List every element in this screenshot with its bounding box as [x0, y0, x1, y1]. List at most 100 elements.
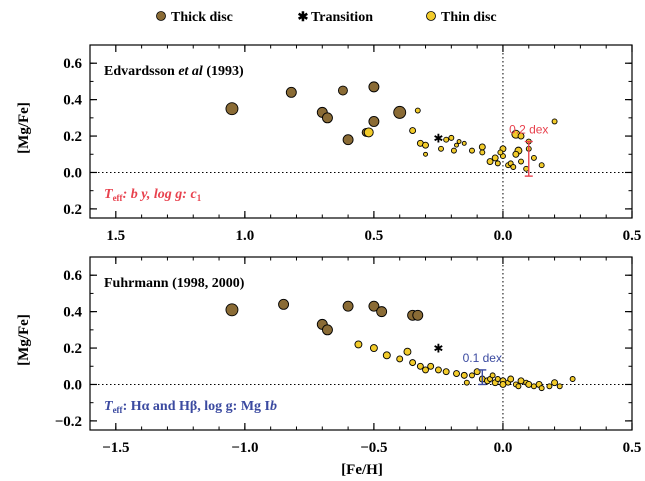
x-tick-label: 0.5: [623, 440, 642, 456]
data-point-thin: [510, 164, 517, 170]
data-point-thick: [342, 134, 354, 146]
x-tick-label: −0.5: [360, 440, 387, 456]
method-teff-sub: eff: [113, 405, 124, 415]
panel-title-pre: Edvardsson: [104, 64, 178, 79]
method-rest: : Hα and Hβ, log g: Mg I: [123, 399, 270, 414]
y-tick-label: 0.4: [63, 305, 82, 321]
panel-title-fuhrmann: Fuhrmann (1998, 2000): [104, 276, 245, 291]
legend-marker-transition: ✱: [298, 9, 309, 24]
x-tick-label: −1.5: [102, 440, 129, 456]
data-point-thin: [416, 362, 424, 370]
data-point-thin: [538, 162, 545, 169]
data-point-thin: [453, 370, 460, 377]
data-point-transition: ✱: [433, 131, 443, 145]
data-point-thin: [517, 377, 525, 385]
y-tick-label: 0.6: [63, 56, 82, 72]
data-point-thin: [507, 375, 515, 383]
data-point-thin: [443, 136, 450, 143]
y-tick-label: 0.2: [63, 341, 82, 357]
data-point-thin: [494, 160, 501, 167]
data-point-thin: [448, 134, 455, 141]
data-point-thin: [551, 118, 558, 125]
data-point-thin: [456, 139, 462, 144]
data-point-thin: [556, 383, 563, 390]
legend: Thick disc ✱ Transition Thin disc: [156, 9, 497, 25]
data-point-thick: [376, 306, 388, 318]
data-point-thin: [517, 132, 525, 140]
y-tick-label: 0.0: [63, 165, 82, 181]
data-point-thick: [321, 112, 333, 124]
data-point-thick: [368, 300, 380, 312]
data-point-thin: [422, 366, 429, 374]
data-point-thin: [454, 142, 459, 148]
data-point-thick: [337, 85, 348, 96]
y-tick-label: 0.2: [63, 129, 82, 145]
xlabel-bottom: [Fe/H]: [341, 462, 383, 478]
data-point-thin: [414, 107, 421, 114]
data-point-thin: [497, 149, 504, 156]
panel-title-post: (1993): [203, 64, 244, 79]
plot-frame: [89, 256, 633, 431]
dex-label: 0.1 dex: [463, 351, 502, 365]
data-point-thin: [382, 351, 391, 360]
panel-edvardsson: Edvardsson et al (1993) Teff: b y, log g…: [63, 44, 642, 244]
panel-title-edvardsson: Edvardsson et al (1993): [104, 64, 244, 79]
legend-label-thick: Thick disc: [171, 10, 233, 25]
x-tick-label: 0.5: [623, 228, 642, 244]
x-tick-label: 1.0: [235, 228, 254, 244]
y-tick-label: −0.2: [55, 414, 82, 430]
x-tick-label: 0.0: [494, 228, 513, 244]
method-t: T: [104, 187, 114, 202]
panel-title-italic: et al: [178, 64, 203, 79]
data-point-thin: [396, 355, 404, 363]
data-point-thin: [403, 347, 412, 356]
data-point-thin: [442, 368, 450, 376]
data-point-thin: [450, 147, 457, 154]
data-point-transition: ✱: [433, 342, 443, 356]
data-point-thick: [285, 86, 297, 98]
method-teff-sub: eff: [113, 193, 124, 203]
data-point-thin: [369, 344, 378, 353]
data-point-thin: [438, 145, 444, 152]
data-point-thin: [469, 147, 475, 154]
data-point-thin: [489, 372, 496, 379]
data-point-thin: [569, 376, 576, 382]
data-point-thin: [499, 381, 507, 388]
data-point-thick: [368, 81, 380, 93]
data-point-thin: [525, 381, 533, 388]
data-point-thin: [422, 141, 429, 149]
method-rest: : b y, log g: c: [123, 187, 198, 202]
x-tick-label: 0.0: [494, 440, 513, 456]
y-tick-label: 0.6: [63, 268, 82, 284]
method-label-fuhrmann: Teff: Hα and Hβ, log g: Mg Ib: [104, 399, 277, 415]
ylabel-top: [Mg/Fe]: [16, 102, 32, 154]
dex-label: 0.2 dex: [509, 123, 548, 137]
data-point-thin: [434, 366, 442, 374]
method-t: T: [104, 399, 114, 414]
data-point-thin: [469, 372, 475, 379]
x-tick-label: 0.5: [365, 228, 384, 244]
data-point-thin: [363, 127, 374, 138]
data-point-thick: [393, 105, 407, 119]
y-tick-label: 0.4: [63, 93, 82, 109]
data-point-thin: [486, 158, 494, 165]
data-point-thin: [460, 371, 468, 379]
data-point-thin: [515, 383, 522, 390]
data-point-thin: [478, 143, 486, 151]
data-point-thin: [523, 165, 530, 172]
legend-marker-thin: [426, 11, 436, 21]
data-point-thin: [479, 149, 486, 156]
panel-fuhrmann: Fuhrmann (1998, 2000) Teff: Hα and Hβ, l…: [55, 256, 642, 456]
data-point-thick: [368, 116, 380, 127]
ylabel-bottom: [Mg/Fe]: [16, 314, 32, 366]
method-c-sub: 1: [197, 193, 202, 203]
data-point-thick: [321, 324, 333, 336]
y-tick-label: 0.0: [63, 377, 82, 393]
data-point-thick: [225, 102, 239, 116]
legend-label-transition: Transition: [311, 10, 373, 25]
data-point-thin: [512, 150, 520, 158]
data-point-thin: [461, 140, 467, 146]
method-tail: b: [270, 399, 277, 414]
data-point-thin: [530, 154, 537, 161]
